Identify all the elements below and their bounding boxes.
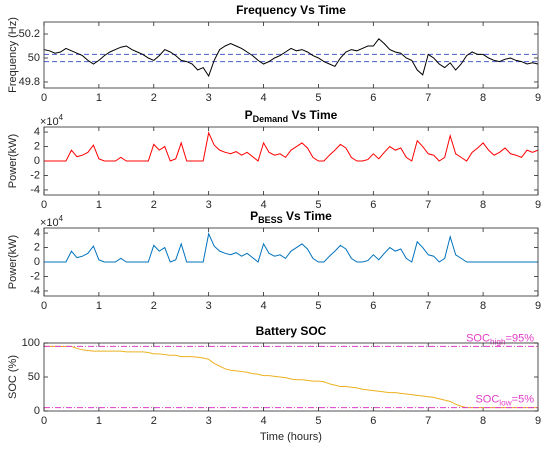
y-multiplier-base: ×10 — [40, 217, 59, 229]
plot-area — [44, 343, 538, 411]
x-tick-label: 2 — [151, 92, 157, 104]
threshold-label: SOChigh=95% — [466, 332, 534, 346]
y-tick-label: 50.2 — [19, 28, 40, 40]
x-tick-label: 0 — [41, 300, 47, 312]
x-tick-label: 4 — [260, 92, 266, 104]
axes-box — [43, 126, 539, 196]
threshold-label: SOClow=5% — [475, 394, 534, 408]
y-multiplier: ×104 — [40, 113, 64, 128]
x-tick-label: 3 — [206, 300, 212, 312]
chart-title: Frequency Vs Time — [236, 3, 346, 17]
threshold-label-main: SOC — [466, 332, 490, 344]
y-tick-label: -4 — [30, 285, 40, 297]
x-tick-label: 8 — [480, 199, 486, 211]
plot-area — [44, 127, 538, 195]
y-tick-label: 50 — [28, 52, 40, 64]
chart-title: PBESS Vs Time — [250, 209, 332, 225]
data-line — [44, 131, 539, 162]
axes-box — [43, 342, 539, 412]
chart-title-sub: Demand — [253, 114, 289, 124]
y-tick-label: -4 — [30, 184, 40, 196]
x-tick-label: 9 — [535, 92, 541, 104]
x-tick-label: 5 — [315, 415, 321, 427]
plot-area — [44, 22, 538, 88]
threshold-label-rest: =95% — [506, 332, 535, 344]
x-tick-label: 1 — [96, 300, 102, 312]
threshold-label-sub: high — [490, 338, 506, 347]
chart-title: Battery SOC — [256, 324, 327, 338]
chart-title-sub: BESS — [258, 215, 283, 225]
chart-title-main: P — [250, 209, 258, 223]
x-tick-label: 7 — [425, 199, 431, 211]
y-axis-label: Frequency (Hz) — [7, 17, 19, 93]
x-tick-label: 2 — [151, 415, 157, 427]
y-axis-label: Power(kW) — [7, 134, 19, 188]
x-tick-label: 4 — [260, 415, 266, 427]
y-multiplier-base: ×10 — [40, 116, 59, 128]
y-tick-label: 4 — [34, 126, 40, 138]
y-tick-label: 50 — [28, 371, 40, 383]
threshold-label-sub: low — [499, 399, 511, 408]
x-tick-label: 7 — [425, 92, 431, 104]
chart-title-rest: Vs Time — [288, 108, 337, 122]
x-tick-label: 9 — [535, 300, 541, 312]
x-tick-label: 7 — [425, 415, 431, 427]
y-tick-label: 0 — [34, 256, 40, 268]
y-axis-label: SOC (%) — [7, 355, 19, 399]
y-tick-label: 0 — [34, 405, 40, 417]
y-tick-label: 100 — [22, 337, 40, 349]
x-tick-label: 8 — [480, 92, 486, 104]
x-tick-label: 8 — [480, 300, 486, 312]
axes-box — [43, 21, 539, 89]
y-tick-label: -2 — [30, 270, 40, 282]
x-tick-label: 9 — [535, 415, 541, 427]
x-tick-label: 1 — [96, 199, 102, 211]
data-line — [44, 232, 538, 263]
y-tick-label: 4 — [34, 227, 40, 239]
y-tick-label: -2 — [30, 169, 40, 181]
x-axis-label: Time (hours) — [260, 431, 322, 443]
chart-title-main: P — [245, 108, 253, 122]
x-tick-label: 3 — [206, 415, 212, 427]
data-line — [44, 345, 538, 409]
y-multiplier-exp: 4 — [59, 113, 64, 122]
plot-area — [44, 228, 538, 296]
y-axis-label: Power(kW) — [7, 235, 19, 289]
x-tick-label: 6 — [370, 415, 376, 427]
x-tick-label: 5 — [315, 199, 321, 211]
x-tick-label: 6 — [370, 300, 376, 312]
y-multiplier-exp: 4 — [59, 214, 64, 223]
x-tick-label: 1 — [96, 415, 102, 427]
x-tick-label: 1 — [96, 92, 102, 104]
y-tick-label: 0 — [34, 155, 40, 167]
x-tick-label: 0 — [41, 199, 47, 211]
chart-title: PDemand Vs Time — [245, 108, 338, 124]
x-tick-label: 5 — [315, 300, 321, 312]
x-tick-label: 9 — [535, 199, 541, 211]
y-tick-label: 49.8 — [19, 76, 40, 88]
x-tick-label: 4 — [260, 199, 266, 211]
x-tick-label: 8 — [480, 415, 486, 427]
y-tick-label: 2 — [34, 140, 40, 152]
x-tick-label: 4 — [260, 300, 266, 312]
x-tick-label: 7 — [425, 300, 431, 312]
x-tick-label: 5 — [315, 92, 321, 104]
x-tick-label: 6 — [370, 92, 376, 104]
x-tick-label: 2 — [151, 300, 157, 312]
y-tick-label: 2 — [34, 241, 40, 253]
y-multiplier: ×104 — [40, 214, 64, 229]
x-tick-label: 3 — [206, 199, 212, 211]
threshold-label-rest: =5% — [512, 394, 535, 406]
chart-title-rest: Vs Time — [283, 209, 332, 223]
x-tick-label: 0 — [41, 415, 47, 427]
threshold-label-main: SOC — [475, 394, 499, 406]
data-line — [43, 38, 539, 78]
x-tick-label: 2 — [151, 199, 157, 211]
x-tick-label: 6 — [370, 199, 376, 211]
x-tick-label: 3 — [206, 92, 212, 104]
axes-box — [43, 227, 539, 297]
x-tick-label: 0 — [41, 92, 47, 104]
